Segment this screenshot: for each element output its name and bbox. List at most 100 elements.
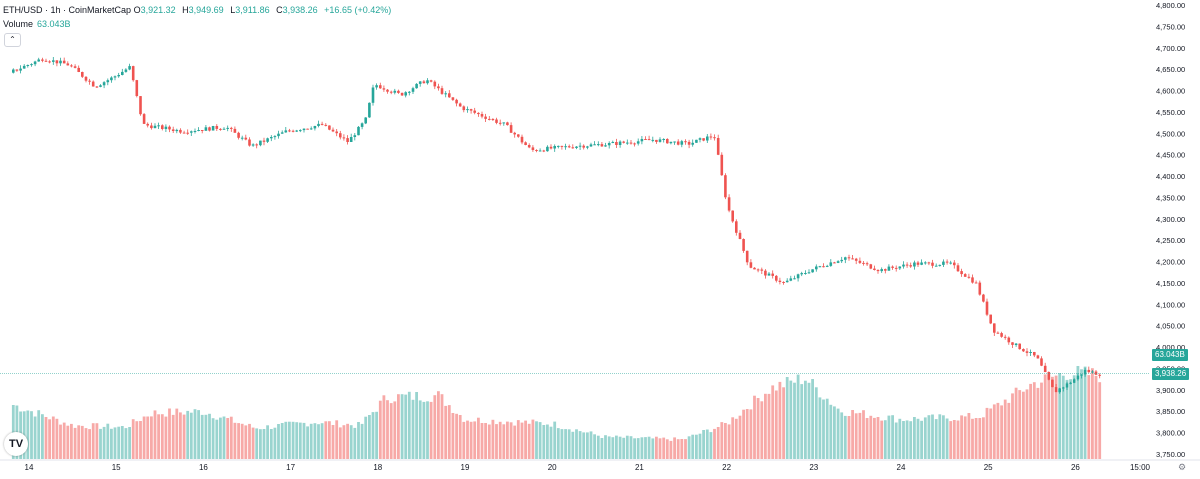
candle-body <box>288 130 291 132</box>
volume-bar <box>55 418 59 459</box>
candle-body <box>1007 337 1011 343</box>
volume-bar <box>847 416 851 459</box>
volume-bar <box>1051 376 1054 459</box>
volume-bar <box>822 399 825 459</box>
candle-body <box>854 258 858 261</box>
volume-bar <box>604 435 607 459</box>
volume-bar <box>913 417 916 459</box>
symbol-title[interactable]: ETH/USD · 1h · CoinMarketCap <box>3 5 132 15</box>
volume-bar <box>535 421 538 459</box>
time-tick-label: 24 <box>897 463 906 472</box>
volume-bar <box>560 429 564 459</box>
candle-body <box>317 123 320 126</box>
candle-body <box>440 88 444 94</box>
candle-body <box>876 270 880 272</box>
candle-body <box>626 142 629 144</box>
candle-body <box>1087 369 1091 373</box>
candle-body <box>19 68 22 71</box>
price-tick-label: 4,700.00 <box>1156 44 1185 53</box>
candle-body <box>687 141 691 145</box>
candle-body <box>1033 352 1036 356</box>
candle-body <box>905 264 909 266</box>
candle-body <box>1076 375 1080 380</box>
volume-bar <box>880 420 884 459</box>
volume-bar <box>328 421 331 459</box>
volume-bar <box>302 422 306 459</box>
volume-bar <box>41 414 44 459</box>
candle-body <box>429 80 433 82</box>
volume-bar <box>589 431 593 459</box>
candle-body <box>640 139 644 142</box>
volume-bar <box>295 422 299 459</box>
price-tick-label: 3,900.00 <box>1156 386 1185 395</box>
volume-bar <box>549 426 553 459</box>
candle-body <box>894 267 898 269</box>
volume-label[interactable]: Volume <box>3 19 34 29</box>
candle-body <box>880 269 883 272</box>
volume-bar <box>386 400 389 459</box>
time-tick-label: 20 <box>548 463 557 472</box>
candle-body <box>193 131 197 132</box>
volume-bar <box>778 381 782 459</box>
candle-body <box>1014 343 1018 345</box>
chevron-up-icon[interactable]: ⌃ <box>4 33 21 47</box>
volume-bar <box>611 437 615 459</box>
candle-body <box>353 135 357 137</box>
price-axis[interactable]: 4,800.00 4,750.00 4,700.00 4,650.00 4,600.00… <box>1156 1 1185 459</box>
volume-bar <box>309 423 313 459</box>
candle-body <box>847 257 851 259</box>
volume-bar <box>502 424 506 459</box>
volume-bar <box>898 418 902 459</box>
volume-bar <box>796 374 800 459</box>
volume-bar <box>800 384 804 459</box>
candle-body <box>982 294 985 302</box>
volume-bar <box>840 412 844 459</box>
volume-bar <box>756 398 760 459</box>
time-tick-label: 23 <box>809 463 818 472</box>
volume-bar <box>70 423 73 459</box>
volume-bar <box>142 416 146 459</box>
volume-bar <box>644 437 647 459</box>
volume-bar <box>131 419 135 459</box>
candle-body <box>531 147 535 150</box>
volume-bar <box>251 427 255 459</box>
volume-bar <box>640 437 644 459</box>
tradingview-logo-icon[interactable]: TV <box>4 432 28 456</box>
candle-body <box>415 83 418 89</box>
volume-bar <box>978 418 982 459</box>
volume-bar <box>113 427 117 459</box>
candle-body <box>869 264 873 269</box>
volume-bar <box>357 422 360 459</box>
price-tick-label: 4,350.00 <box>1156 193 1185 202</box>
candle-body <box>873 268 876 270</box>
candle-body <box>422 81 426 84</box>
time-axis[interactable]: 14 15 16 17 18 19 20 21 22 23 24 25 26 15:00 <box>0 459 1200 472</box>
candle-body <box>862 262 865 264</box>
volume-bar <box>593 434 596 459</box>
candle-body <box>527 145 531 148</box>
volume-bar <box>44 417 48 459</box>
volume-bar <box>411 399 415 459</box>
candle-body <box>186 132 189 134</box>
candle-body <box>1054 387 1058 393</box>
time-tick-label: 26 <box>1071 463 1080 472</box>
volume-bar <box>967 413 971 459</box>
volume-bar <box>349 425 353 459</box>
candle-body <box>666 139 669 144</box>
volume-bar <box>942 415 945 459</box>
volume-bar <box>171 414 175 459</box>
volume-bar <box>949 421 953 459</box>
candle-body <box>462 106 466 111</box>
candle-body <box>735 221 738 233</box>
candle-body <box>15 69 19 71</box>
settings-gear-icon[interactable]: ⚙ <box>1177 462 1187 472</box>
candle-body <box>302 128 306 131</box>
candle-body <box>102 82 106 86</box>
candle-body <box>240 137 244 139</box>
candle-body <box>335 131 338 134</box>
candle-body <box>48 61 51 63</box>
candle-body <box>960 271 963 275</box>
candle-body <box>313 126 317 129</box>
candle-body <box>611 142 615 143</box>
